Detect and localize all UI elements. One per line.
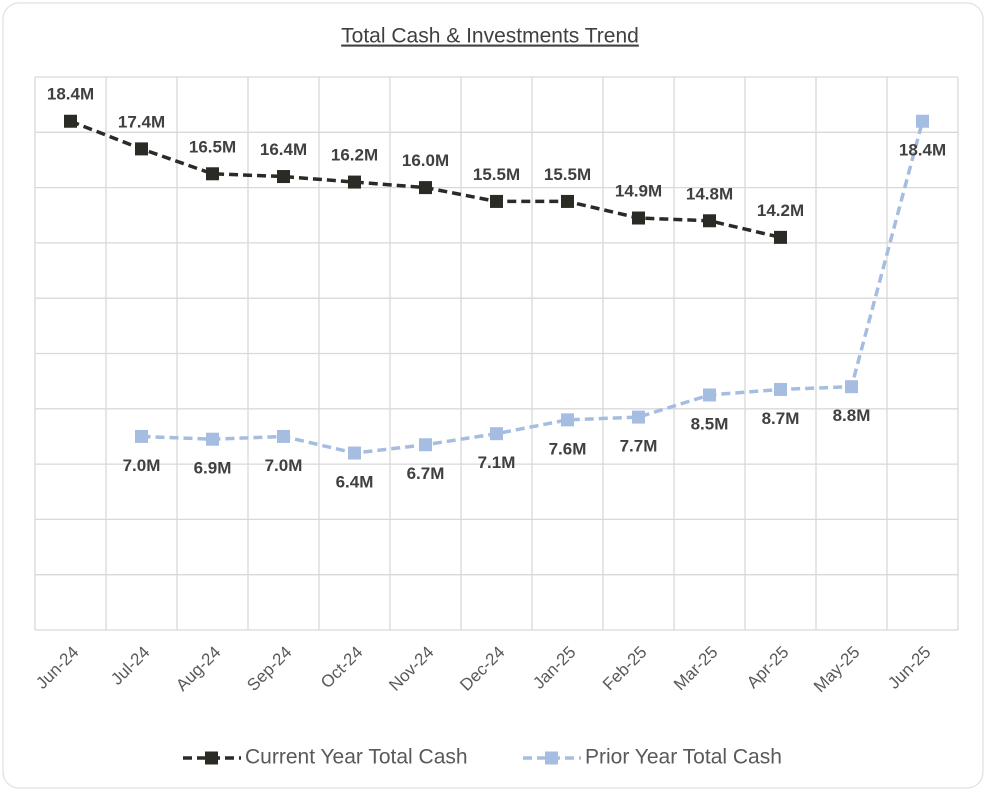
value-label: 6.7M xyxy=(407,464,445,483)
point-marker xyxy=(277,170,290,184)
point-marker xyxy=(135,142,148,156)
legend-marker xyxy=(205,751,218,765)
point-marker xyxy=(632,410,645,424)
value-label: 18.4M xyxy=(47,85,94,104)
value-label: 7.7M xyxy=(620,437,658,456)
value-label: 17.4M xyxy=(118,112,165,131)
value-label: 18.4M xyxy=(899,141,946,160)
value-label: 14.2M xyxy=(757,201,804,220)
point-marker xyxy=(490,194,503,208)
point-marker xyxy=(916,114,929,128)
point-marker xyxy=(206,432,219,446)
value-label: 16.5M xyxy=(189,137,236,156)
value-label: 8.8M xyxy=(833,406,871,425)
point-marker xyxy=(64,114,77,128)
point-marker xyxy=(206,167,219,181)
value-label: 6.9M xyxy=(194,459,232,478)
value-label: 15.5M xyxy=(544,165,591,184)
point-marker xyxy=(703,214,716,228)
value-label: 8.7M xyxy=(762,409,800,428)
value-label: 6.4M xyxy=(336,473,374,492)
value-label: 7.6M xyxy=(549,439,587,458)
point-marker xyxy=(419,181,432,195)
value-label: 7.1M xyxy=(478,453,516,472)
point-marker xyxy=(703,388,716,402)
legend-label: Current Year Total Cash xyxy=(245,746,468,769)
legend-label: Prior Year Total Cash xyxy=(585,746,782,769)
point-marker xyxy=(348,175,361,189)
point-marker xyxy=(774,382,787,396)
point-marker xyxy=(774,230,787,244)
value-label: 16.0M xyxy=(402,151,449,170)
point-marker xyxy=(490,427,503,441)
point-marker xyxy=(632,211,645,225)
value-label: 14.8M xyxy=(686,184,733,203)
value-label: 8.5M xyxy=(691,414,729,433)
legend-marker xyxy=(545,751,558,765)
value-label: 7.0M xyxy=(265,456,303,475)
value-label: 7.0M xyxy=(123,456,161,475)
point-marker xyxy=(561,194,574,208)
point-marker xyxy=(135,429,148,443)
value-label: 14.9M xyxy=(615,181,662,200)
series-line xyxy=(141,120,925,455)
point-marker xyxy=(561,413,574,427)
value-label: 15.5M xyxy=(473,165,520,184)
point-marker xyxy=(348,446,361,460)
point-marker xyxy=(419,438,432,452)
point-marker xyxy=(845,380,858,394)
chart-title: Total Cash & Investments Trend xyxy=(341,25,639,48)
value-label: 16.2M xyxy=(331,146,378,165)
value-label: 16.4M xyxy=(260,140,307,159)
point-marker xyxy=(277,429,290,443)
